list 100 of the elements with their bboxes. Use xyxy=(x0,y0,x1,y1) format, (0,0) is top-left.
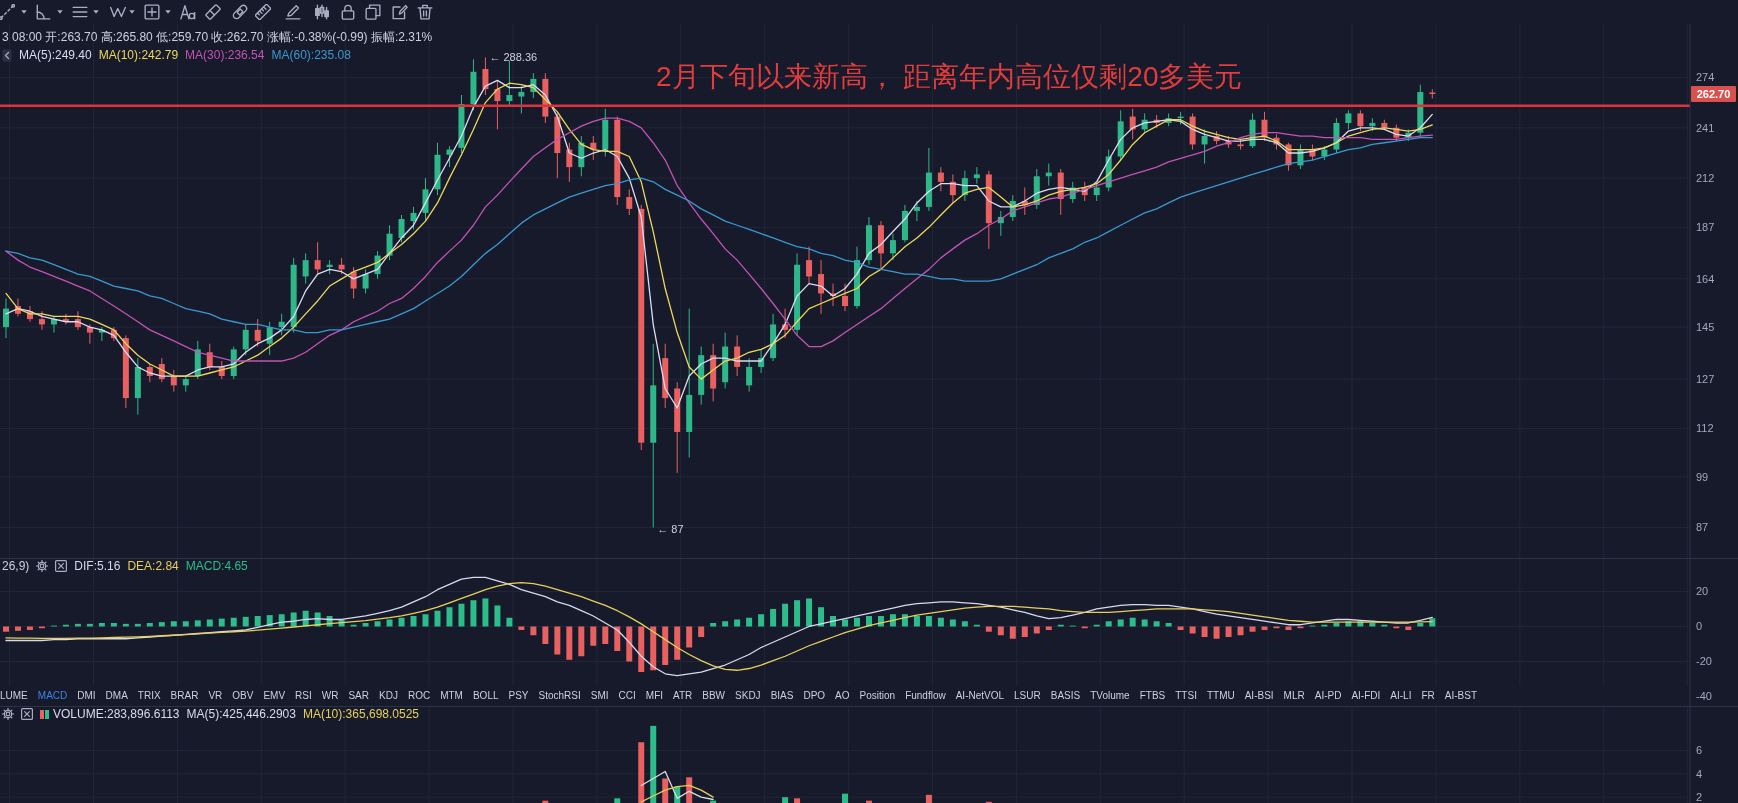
text: DIF:5.16 xyxy=(74,559,121,573)
bar xyxy=(1249,626,1256,632)
bar xyxy=(698,626,705,637)
bar xyxy=(722,621,729,627)
text: 262.70 xyxy=(1696,87,1731,100)
annotation: KDJ xyxy=(379,690,398,702)
annotation: BBW xyxy=(702,690,726,702)
bar xyxy=(590,626,597,646)
candlestick xyxy=(1345,109,1352,130)
text: MACD:4.65 xyxy=(185,559,248,573)
text: MA(5):425,446.2903 xyxy=(186,707,296,721)
y-tick-label: 187 xyxy=(1696,221,1715,234)
annotation: ROC xyxy=(407,690,431,702)
bar xyxy=(1153,621,1160,627)
annotation: SMI xyxy=(590,690,609,702)
bar xyxy=(626,626,633,662)
chart-title: 26,9) xyxy=(2,559,30,573)
annotation: Fundflow xyxy=(905,690,946,702)
annotation: TRIX xyxy=(137,690,161,702)
candlestick xyxy=(889,233,896,261)
bar xyxy=(1201,626,1208,637)
candlestick xyxy=(1201,128,1208,165)
candlestick xyxy=(38,310,45,331)
bar xyxy=(1045,626,1052,630)
y-tick-label: -20 xyxy=(1696,655,1712,668)
bar xyxy=(686,626,693,648)
bar xyxy=(1285,626,1292,630)
bar xyxy=(506,617,513,627)
y-tick-label: 112 xyxy=(1696,422,1714,435)
annotation: SKDJ xyxy=(735,690,761,702)
bar xyxy=(182,621,189,627)
bar xyxy=(194,620,201,627)
annotation: MLR xyxy=(1283,690,1305,702)
annotation: WR xyxy=(321,690,339,702)
annotation: MACD xyxy=(37,690,68,702)
annotation: StochRSI xyxy=(538,690,581,702)
bar xyxy=(638,626,645,673)
bar xyxy=(242,616,249,627)
candlestick xyxy=(818,259,825,315)
annotation: VR xyxy=(208,690,223,702)
y-tick-label: 145 xyxy=(1696,321,1715,334)
bar xyxy=(1117,619,1124,627)
candlestick xyxy=(482,56,489,96)
bar xyxy=(1033,626,1040,634)
bar xyxy=(422,614,429,627)
bar xyxy=(254,615,261,627)
bar xyxy=(614,626,621,651)
annotation: AI-FDI xyxy=(1351,690,1381,702)
bar xyxy=(1225,626,1232,637)
candlestick xyxy=(842,283,848,312)
annotation: AI-PD xyxy=(1314,690,1342,702)
annotation: AO xyxy=(835,690,850,702)
bar xyxy=(518,626,525,630)
candlestick xyxy=(937,166,944,192)
bar xyxy=(1237,626,1244,636)
annotation: BIAS xyxy=(770,690,794,702)
bar xyxy=(434,610,441,627)
candlestick xyxy=(446,145,453,168)
y-tick-label: 164 xyxy=(1696,272,1715,285)
bar xyxy=(386,619,393,627)
y-tick-label: 4 xyxy=(1696,767,1703,780)
bar xyxy=(230,617,237,627)
bar xyxy=(398,617,405,627)
candlestick xyxy=(913,200,920,222)
y-tick-label: 127 xyxy=(1696,373,1715,386)
annotation: DMI xyxy=(77,690,96,702)
y-tick-label: 241 xyxy=(1696,121,1715,134)
candlestick xyxy=(518,85,525,114)
bar xyxy=(578,626,585,657)
annotation: SAR xyxy=(348,690,370,702)
text: MA(10):242.79 xyxy=(98,48,179,62)
bar xyxy=(470,600,477,627)
bar xyxy=(1261,626,1268,630)
bar xyxy=(494,605,501,627)
y-tick-label: 2 xyxy=(1696,791,1703,803)
y-tick-label: 0 xyxy=(1696,620,1703,633)
bar xyxy=(758,614,765,627)
y-tick-label: 212 xyxy=(1696,172,1715,185)
bar xyxy=(806,598,813,627)
annotation: TTSI xyxy=(1175,690,1197,702)
legend-label: VOLUME:283,896.6113 xyxy=(53,707,180,721)
text: 3 08:00 开:263.70 高:265.80 低:259.70 收:262.70 涨幅:-0.38%(-0.99) 振幅:2.31% xyxy=(2,30,433,44)
candlestick xyxy=(506,60,513,107)
bar xyxy=(1189,626,1196,634)
bar xyxy=(14,626,21,631)
bar xyxy=(410,615,417,627)
annotation: TTMU xyxy=(1206,690,1235,702)
annotation: AI-BST xyxy=(1444,690,1477,702)
bar xyxy=(1129,617,1136,627)
bar xyxy=(1177,626,1184,630)
bar xyxy=(782,603,789,627)
bar xyxy=(446,607,453,627)
annotation: LUME xyxy=(0,690,28,702)
bar xyxy=(985,626,992,632)
candlestick xyxy=(278,313,285,336)
annotation: DMA xyxy=(105,690,128,702)
candlestick xyxy=(806,246,813,285)
bar xyxy=(554,626,561,655)
annotation: EMV xyxy=(263,690,286,702)
line-series xyxy=(640,784,714,803)
